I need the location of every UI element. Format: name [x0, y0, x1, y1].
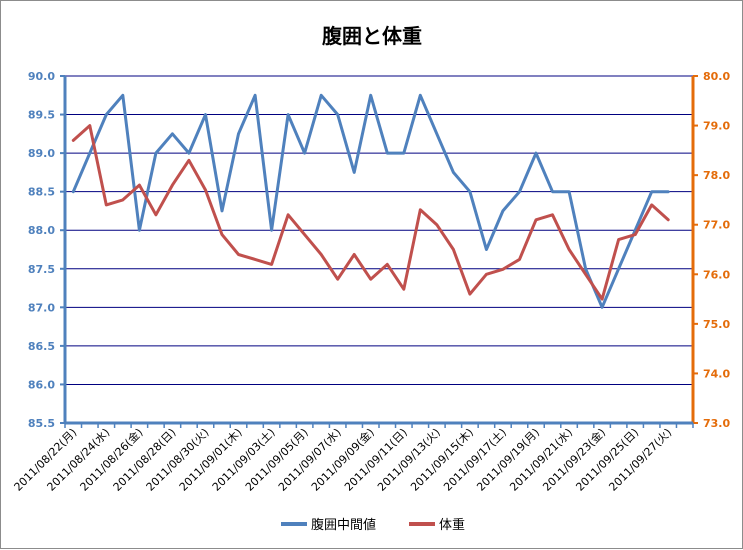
left-axis-ticks: 85.5 86.0 86.5 87.0 87.5 88.0 88.5 89.0 89.5 90.0	[28, 70, 65, 430]
x-axis-ticks: 2011/08/22(月)2011/08/24(水)2011/08/26(金)2…	[12, 423, 693, 494]
series-lines	[73, 95, 668, 307]
legend-label-waist: 腹囲中間値	[311, 517, 376, 533]
right-tick-label-6: 79.0	[703, 120, 730, 133]
right-tick-label-0: 73.0	[703, 417, 730, 430]
left-tick-label-5: 88.0	[28, 224, 55, 237]
right-axis-ticks: 73.0 74.0 75.0 76.0 77.0 78.0 79.0 80.0	[693, 70, 730, 430]
right-tick-label-7: 80.0	[703, 70, 730, 83]
left-tick-label-6: 88.5	[28, 186, 55, 199]
legend-label-weight: 体重	[439, 517, 465, 533]
left-tick-label-3: 87.0	[28, 301, 55, 314]
right-tick-label-3: 76.0	[703, 268, 730, 281]
left-tick-label-0: 85.5	[28, 417, 55, 430]
left-tick-label-4: 87.5	[28, 263, 55, 276]
right-tick-label-1: 74.0	[703, 367, 730, 380]
right-tick-label-4: 77.0	[703, 219, 730, 232]
right-tick-label-2: 75.0	[703, 318, 730, 331]
left-tick-label-9: 90.0	[28, 70, 55, 83]
right-tick-label-5: 78.0	[703, 169, 730, 182]
left-tick-label-8: 89.5	[28, 109, 55, 122]
series-line-1	[73, 126, 668, 300]
legend: 腹囲中間値 体重	[281, 517, 465, 533]
left-tick-label-7: 89.0	[28, 147, 55, 160]
x-tick-label-18: 2011/09/27(火)	[606, 426, 674, 494]
left-tick-label-1: 86.0	[28, 378, 55, 391]
left-tick-label-2: 86.5	[28, 340, 55, 353]
chart-title: 腹囲と体重	[322, 24, 422, 48]
